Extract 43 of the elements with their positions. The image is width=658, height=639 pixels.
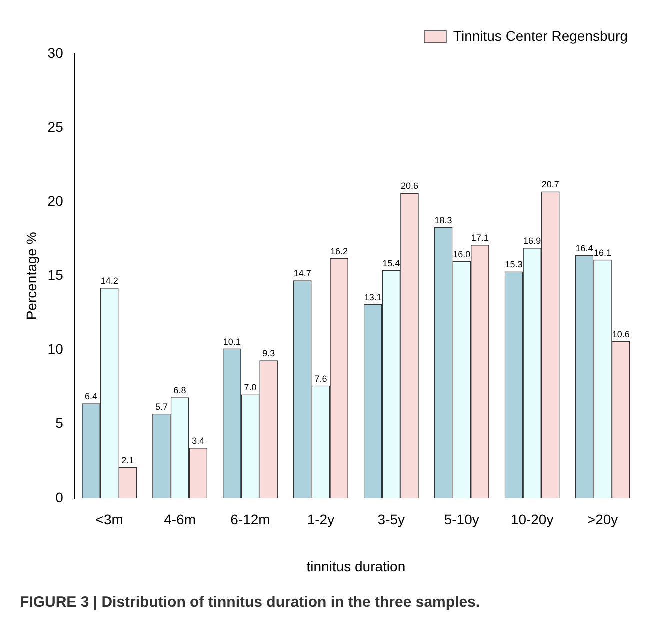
data-label: 18.3 bbox=[434, 215, 452, 226]
data-label: 9.3 bbox=[262, 348, 276, 359]
data-label: 16.9 bbox=[524, 236, 542, 246]
data-label: 7.6 bbox=[314, 374, 328, 384]
data-label: 15.4 bbox=[382, 258, 400, 268]
data-label: 16.0 bbox=[453, 249, 471, 260]
data-label: 2.1 bbox=[122, 455, 134, 466]
y-tick-label: 15 bbox=[48, 267, 64, 284]
data-label: 7.0 bbox=[244, 382, 257, 393]
data-label: 20.7 bbox=[542, 180, 560, 190]
data-label: 15.3 bbox=[505, 260, 523, 270]
data-label: 6.4 bbox=[85, 392, 98, 402]
data-label: 13.1 bbox=[364, 292, 382, 302]
x-tick-label: 4-6m bbox=[164, 512, 196, 528]
data-label: 10.1 bbox=[223, 336, 241, 347]
x-tick-label: 10-20y bbox=[510, 512, 554, 528]
x-tick-label: 5-10y bbox=[444, 512, 480, 528]
data-label: 3.4 bbox=[192, 436, 205, 446]
data-label: 6.8 bbox=[174, 386, 186, 396]
y-tick-label: 25 bbox=[48, 118, 64, 135]
data-label: 16.4 bbox=[576, 243, 594, 254]
data-label: 14.2 bbox=[100, 276, 118, 286]
x-tick-label: 1-2y bbox=[307, 512, 335, 528]
y-tick-label: 20 bbox=[48, 192, 64, 209]
data-label: 17.1 bbox=[471, 233, 489, 244]
y-tick-label: 5 bbox=[56, 415, 64, 432]
data-label: 20.6 bbox=[400, 181, 418, 192]
data-label: 10.6 bbox=[612, 329, 630, 340]
caption: FIGURE 3 | Distribution of tinnitus duration in the three samples. bbox=[19, 593, 482, 613]
data-label: 14.7 bbox=[294, 268, 312, 279]
legend-label: Tinnitus Center Regensburg bbox=[453, 28, 628, 44]
y-axis-title: Percentage % bbox=[23, 232, 40, 320]
x-tick-label: 3-5y bbox=[378, 512, 406, 528]
y-tick-label: 30 bbox=[48, 44, 64, 61]
data-label: 16.1 bbox=[594, 248, 612, 258]
x-tick-label: >20y bbox=[587, 512, 618, 528]
x-tick-label: <3m bbox=[96, 512, 124, 528]
data-label: 16.2 bbox=[330, 246, 348, 256]
x-axis-title: tinnitus duration bbox=[306, 558, 406, 574]
data-label: 5.7 bbox=[155, 402, 168, 412]
y-tick-label: 10 bbox=[48, 341, 64, 358]
x-tick-label: 6-12m bbox=[230, 512, 270, 528]
y-tick-label: 0 bbox=[56, 489, 64, 506]
